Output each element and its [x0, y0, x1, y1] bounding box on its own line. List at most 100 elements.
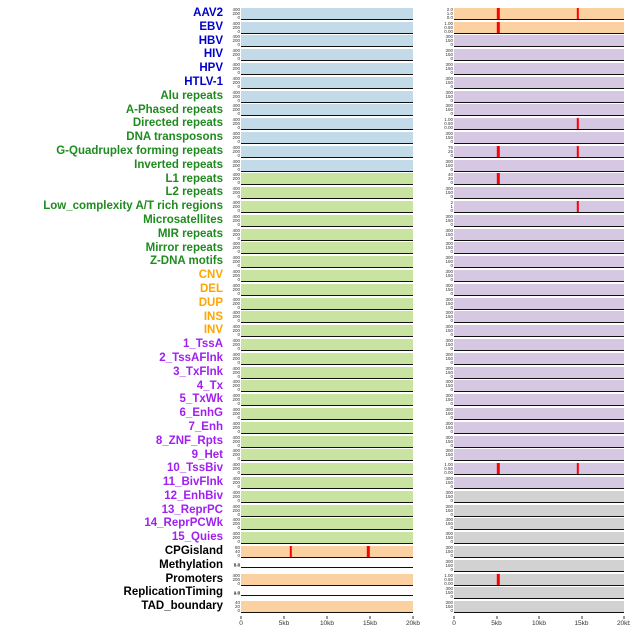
y-tick-label: 0 [237, 580, 240, 586]
track-row: Promoters 400 200 0 1.00 0.50 0.00 [0, 573, 630, 587]
left-plot [241, 118, 413, 131]
y-axis-ticks: 1.00 0.50 0.00 [443, 573, 454, 586]
y-axis-ticks: 400 200 0 [230, 90, 241, 103]
y-tick-label: 0.0 [233, 590, 240, 596]
y-tick-label: 200 [232, 355, 240, 361]
right-plot-cell: 300 150 0 [443, 48, 624, 62]
y-tick-label: 150 [445, 397, 453, 403]
y-tick-label: 0 [237, 166, 240, 172]
y-tick-label: 0 [450, 111, 453, 117]
left-plot [241, 145, 413, 158]
y-tick-label: 150 [445, 245, 453, 251]
left-plot-cell: 400 200 0 [230, 407, 413, 421]
y-tick-label: 0 [237, 470, 240, 476]
y-axis-ticks: 400 200 0 [230, 49, 241, 62]
right-plot-cell: 300 150 0 [443, 338, 624, 352]
y-axis-ticks: 300 150 0 [443, 104, 454, 117]
y-tick-label: 0 [237, 221, 240, 227]
left-plot-cell: 400 200 0 [230, 200, 413, 214]
y-axis-ticks: 300 150 0 [443, 587, 454, 600]
left-plot-cell: 400 200 0 [230, 186, 413, 200]
y-tick-label: 200 [232, 479, 240, 485]
right-plot-cell: 300 150 0 [443, 90, 624, 104]
row-label: Methylation [159, 558, 223, 571]
y-tick-label: 300 [445, 255, 453, 261]
y-axis-ticks: 300 150 0 [443, 476, 454, 489]
y-tick-label: 300 [445, 324, 453, 330]
left-plot [241, 132, 413, 145]
y-tick-label: 0 [237, 497, 240, 503]
y-tick-label: 0 [450, 290, 453, 296]
y-tick-label: 400 [232, 269, 240, 275]
right-plot [454, 63, 624, 76]
y-tick-label: 150 [445, 438, 453, 444]
left-plot [241, 601, 413, 614]
y-tick-label: 0 [237, 208, 240, 214]
x-tick-label: 5kb [278, 620, 290, 627]
y-tick-label: 2 [450, 200, 453, 206]
y-tick-label: 0 [237, 483, 240, 489]
row-label: L2 repeats [165, 186, 223, 199]
track-row: Z-DNA motifs 400 200 0 300 150 0 [0, 255, 630, 269]
left-plot-cell: 0.8 0.0 [230, 559, 413, 573]
y-tick-label: 150 [445, 507, 453, 513]
y-tick-label: 0 [450, 594, 453, 600]
y-tick-label: 300 [445, 558, 453, 564]
y-tick-label: 200 [232, 507, 240, 513]
y-tick-label: 0.00 [444, 28, 453, 34]
right-plot-cell: 300 150 0 [443, 104, 624, 118]
x-tick-mark [283, 616, 285, 619]
y-tick-label: 200 [232, 369, 240, 375]
y-tick-label: 300 [445, 489, 453, 495]
left-plot-cell: 400 200 0 [230, 21, 413, 35]
left-plot-cell: 400 200 0 [230, 76, 413, 90]
y-tick-label: 150 [445, 548, 453, 554]
track-row: INV 400 200 0 300 150 0 [0, 324, 630, 338]
y-axis-ticks: 400 200 0 [230, 35, 241, 48]
y-tick-label: 200 [232, 135, 240, 141]
left-plot [241, 325, 413, 338]
y-axis-ticks: 300 150 0 [443, 90, 454, 103]
spike-marker [289, 545, 293, 557]
y-tick-label: 150 [445, 79, 453, 85]
left-plot [241, 159, 413, 172]
right-plot [454, 573, 624, 586]
right-plot-cell: 300 150 0 [443, 393, 624, 407]
y-tick-label: 0.50 [444, 24, 453, 30]
y-tick-label: 0 [237, 552, 240, 558]
left-plot [241, 476, 413, 489]
x-tick-mark [623, 616, 625, 619]
y-tick-label: 200 [232, 52, 240, 58]
track-row: 7_Enh 400 200 0 300 150 0 [0, 421, 630, 435]
y-tick-label: 200 [232, 79, 240, 85]
y-axis-ticks: 400 200 0 [230, 21, 241, 34]
right-plot-cell: 300 150 0 [443, 242, 624, 256]
left-plot [241, 283, 413, 296]
track-row: 11_BivFlnk 400 200 0 300 150 0 [0, 476, 630, 490]
y-axis-ticks: 1.00 0.50 0.00 [443, 118, 454, 131]
left-plot-cell: 400 200 0 [230, 104, 413, 118]
y-tick-label: 0 [450, 373, 453, 379]
y-tick-label: 1.00 [444, 462, 453, 468]
y-tick-label: 400 [232, 379, 240, 385]
y-tick-label: 0.0 [233, 563, 240, 569]
y-tick-label: 150 [445, 38, 453, 44]
y-tick-label: 400 [232, 172, 240, 178]
y-tick-label: 0 [237, 318, 240, 324]
y-tick-label: 0 [237, 194, 240, 200]
y-axis-ticks: 400 200 0 [230, 297, 241, 310]
right-plot [454, 159, 624, 172]
right-plot-cell: 300 150 0 [443, 490, 624, 504]
y-tick-label: 20 [447, 176, 453, 182]
y-tick-label: 0 [237, 139, 240, 145]
right-plot [454, 242, 624, 255]
y-tick-label: 150 [445, 479, 453, 485]
row-label: EBV [199, 20, 223, 33]
y-axis-ticks: 300 150 0 [443, 159, 454, 172]
y-tick-label: 0 [450, 346, 453, 352]
right-plot-cell: 300 150 0 [443, 352, 624, 366]
row-label: 14_ReprPCWk [144, 517, 223, 530]
y-axis-ticks: 400 200 0 [230, 366, 241, 379]
y-tick-label: 0 [450, 263, 453, 269]
